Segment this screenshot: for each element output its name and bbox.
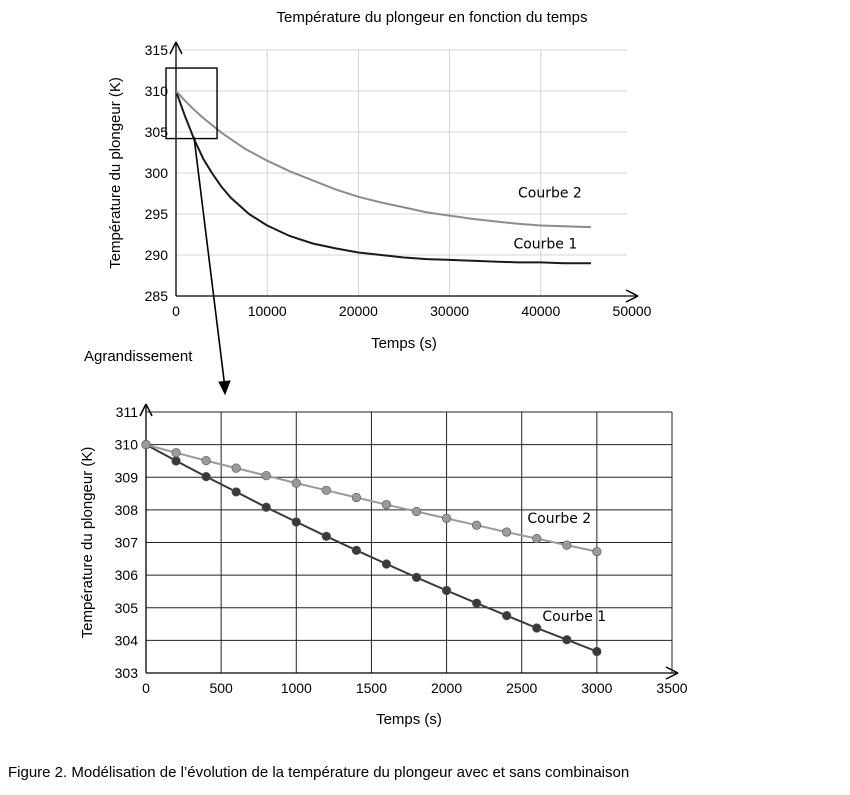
x-tick-label: 3000 <box>581 680 612 696</box>
y-tick-label: 315 <box>145 42 169 58</box>
y-tick-label: 307 <box>115 535 139 551</box>
data-point <box>321 531 331 541</box>
x-tick-label: 2500 <box>506 680 537 696</box>
zoom-arrow <box>193 136 226 389</box>
data-point <box>291 517 301 527</box>
y-tick-label: 311 <box>116 404 139 420</box>
data-point <box>592 646 602 657</box>
y-axis-arrow <box>169 41 183 55</box>
y-tick-label: 310 <box>115 437 139 453</box>
data-point <box>381 500 392 510</box>
y-tick-label: 290 <box>145 247 169 263</box>
y-axis-arrow <box>139 403 153 417</box>
x-tick-label: 50000 <box>613 303 652 319</box>
x-tick-label: 20000 <box>339 303 378 319</box>
x-axis-arrow <box>665 666 679 680</box>
series-line-2 <box>145 443 598 553</box>
x-tick-label: 10000 <box>248 303 287 319</box>
data-point <box>201 471 211 482</box>
chart-1: Température du plongeur en fonction du t… <box>107 9 652 396</box>
data-point <box>321 485 331 495</box>
data-point <box>261 471 271 481</box>
series-line-1 <box>145 443 598 653</box>
data-point <box>441 585 452 596</box>
data-point <box>171 448 181 458</box>
x-tick-label: 3500 <box>656 680 687 696</box>
data-point <box>592 547 602 557</box>
data-point <box>502 610 512 621</box>
y-tick-label: 310 <box>145 83 169 99</box>
data-point <box>562 635 572 645</box>
series-line-2 <box>175 90 592 229</box>
curve-label: Courbe 2 <box>518 186 582 202</box>
curve-label: Courbe 1 <box>513 236 577 252</box>
data-point <box>231 487 241 497</box>
data-point <box>441 513 452 523</box>
curve-label: Courbe 2 <box>527 511 591 527</box>
curve-label: Courbe 1 <box>542 609 606 625</box>
x-tick-label: 500 <box>209 680 233 696</box>
data-point <box>201 456 211 466</box>
y-tick-label: 303 <box>115 665 139 681</box>
y-tick-label: 309 <box>115 469 139 485</box>
zoom-box <box>165 67 218 140</box>
y-axis-label: Température du plongeur (K) <box>107 77 124 269</box>
x-axis-arrow <box>625 289 639 303</box>
data-point <box>411 572 422 583</box>
data-point <box>411 506 422 517</box>
x-tick-label: 1500 <box>356 680 387 696</box>
x-tick-label: 0 <box>172 303 180 319</box>
x-tick-label: 2000 <box>431 680 462 696</box>
data-point <box>291 478 301 488</box>
chart-title: Température du plongeur en fonction du t… <box>276 9 587 26</box>
y-tick-label: 306 <box>115 567 139 583</box>
x-tick-label: 40000 <box>521 303 560 319</box>
zoom-label: Agrandissement <box>84 348 193 365</box>
data-point <box>351 545 362 555</box>
series-line-1 <box>175 90 591 265</box>
x-axis-label: Temps (s) <box>371 335 437 352</box>
y-tick-label: 295 <box>145 206 169 222</box>
y-tick-label: 304 <box>115 632 139 648</box>
x-tick-label: 1000 <box>281 680 312 696</box>
x-axis-label: Temps (s) <box>376 711 442 728</box>
data-point <box>472 520 482 530</box>
y-axis-label: Température du plongeur (K) <box>79 447 96 639</box>
data-point <box>502 527 512 537</box>
data-point <box>381 559 392 569</box>
chart-2: 303 304 305 306 307 308 309 310 311 0 500 1000 1500 2… <box>79 403 688 728</box>
y-tick-label: 300 <box>145 165 169 181</box>
y-tick-label: 285 <box>145 288 169 304</box>
data-point <box>231 463 241 473</box>
data-point <box>532 533 542 544</box>
x-tick-label: 30000 <box>430 303 469 319</box>
x-tick-label: 0 <box>142 680 150 696</box>
y-tick-label: 308 <box>115 502 139 518</box>
y-tick-label: 305 <box>115 600 139 616</box>
data-point <box>261 502 271 512</box>
zoom-arrow-head <box>218 380 231 396</box>
data-point <box>351 492 362 503</box>
data-point <box>532 623 542 633</box>
data-point <box>141 440 151 450</box>
y-tick-label: 305 <box>145 124 169 140</box>
data-point <box>171 456 181 466</box>
data-point <box>562 540 572 550</box>
data-point <box>472 598 482 608</box>
figure-caption: Figure 2. Modélisation de l’évolution de… <box>8 764 630 781</box>
